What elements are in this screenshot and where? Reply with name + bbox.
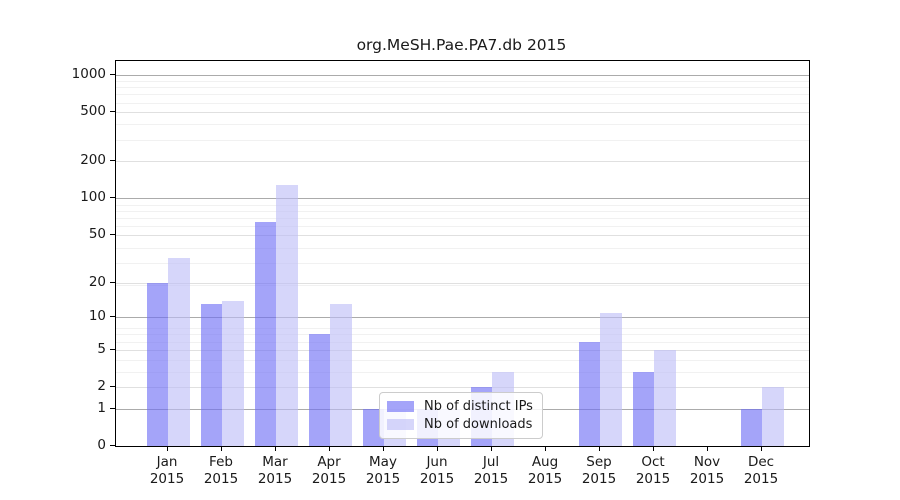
gridline	[116, 210, 809, 212]
bar-distinct-ips	[200, 304, 222, 446]
gridline	[116, 102, 809, 104]
bar-distinct-ips	[254, 221, 276, 446]
x-tick-label: May 2015	[365, 454, 401, 487]
x-tick-mark	[275, 446, 276, 451]
y-tick-label: 100	[80, 189, 106, 206]
x-tick-mark	[599, 446, 600, 451]
x-tick-mark	[437, 446, 438, 451]
y-tick-label: 500	[80, 103, 106, 120]
gridline	[116, 161, 809, 163]
legend-label-distinct-ips: Nb of distinct IPs	[424, 399, 533, 415]
y-tick-mark	[110, 316, 115, 318]
y-tick-label: 5	[97, 340, 106, 357]
legend-item-downloads: Nb of downloads	[387, 416, 533, 434]
legend-swatch-downloads	[387, 418, 414, 430]
gridline	[116, 75, 809, 77]
y-tick-label: 1000	[71, 66, 106, 83]
chart-title: org.MeSH.Pae.PA7.db 2015	[356, 36, 567, 54]
legend-label-downloads: Nb of downloads	[424, 416, 533, 432]
x-tick-label: Feb 2015	[203, 454, 239, 487]
x-tick-mark	[329, 446, 330, 451]
y-tick-mark	[110, 386, 115, 387]
y-tick-label: 50	[88, 225, 106, 242]
y-tick-mark	[110, 74, 115, 76]
bar-distinct-ips	[308, 334, 330, 446]
gridline	[116, 282, 809, 284]
y-tick-mark	[110, 160, 115, 162]
bar-distinct-ips	[578, 341, 600, 446]
gridline	[116, 248, 809, 249]
legend-item-distinct-ips: Nb of distinct IPs	[387, 398, 533, 416]
x-tick-mark	[545, 446, 546, 451]
x-tick-label: Nov 2015	[689, 454, 725, 487]
gridline	[116, 387, 809, 388]
y-tick-label: 200	[80, 152, 106, 169]
bar-distinct-ips	[362, 408, 384, 446]
bar-distinct-ips	[740, 408, 762, 446]
bar-distinct-ips	[146, 282, 168, 446]
gridline	[116, 139, 809, 141]
legend-swatch-distinct-ips	[387, 401, 414, 413]
x-tick-label: Apr 2015	[311, 454, 347, 487]
bar-downloads	[168, 258, 190, 446]
gridline	[116, 198, 809, 200]
y-tick-label: 0	[97, 437, 106, 453]
y-tick-label: 2	[97, 378, 106, 394]
gridline	[116, 80, 809, 82]
gridline	[116, 341, 809, 343]
x-tick-mark	[491, 446, 492, 451]
gridline	[116, 234, 809, 236]
x-tick-mark	[221, 446, 222, 451]
y-tick-mark	[110, 197, 115, 199]
gridline	[116, 317, 809, 319]
gridline	[116, 87, 809, 89]
x-tick-mark	[383, 446, 384, 451]
gridline	[116, 263, 809, 265]
x-tick-label: Aug 2015	[527, 454, 563, 487]
x-tick-mark	[761, 446, 762, 451]
gridline	[116, 94, 809, 96]
gridline	[116, 349, 809, 351]
gridline	[116, 217, 809, 219]
bar-downloads	[330, 304, 352, 446]
y-tick-label: 1	[97, 399, 106, 416]
y-tick-label: 20	[88, 273, 106, 290]
gridline	[116, 226, 809, 228]
bar-downloads	[276, 185, 298, 446]
y-tick-mark	[110, 281, 115, 283]
gridline	[116, 328, 809, 330]
y-tick-mark	[110, 111, 115, 113]
x-tick-label: Jan 2015	[149, 454, 185, 487]
y-tick-mark	[110, 233, 115, 235]
legend: Nb of distinct IPs Nb of downloads	[379, 392, 543, 439]
gridline	[116, 334, 809, 336]
bar-distinct-ips	[632, 371, 654, 446]
gridline	[116, 371, 809, 373]
y-tick-label: 10	[88, 308, 106, 325]
bar-downloads	[600, 312, 622, 446]
bar-downloads	[222, 300, 244, 446]
x-tick-label: Oct 2015	[635, 454, 671, 487]
gridline	[116, 204, 809, 206]
x-tick-label: Dec 2015	[743, 454, 779, 487]
gridline	[116, 285, 809, 287]
y-tick-mark	[110, 348, 115, 350]
x-tick-label: Jul 2015	[473, 454, 509, 487]
bar-downloads	[762, 387, 784, 446]
x-tick-label: Jun 2015	[419, 454, 455, 487]
x-tick-mark	[653, 446, 654, 451]
x-tick-mark	[167, 446, 168, 451]
gridline	[116, 359, 809, 361]
y-tick-mark	[110, 445, 115, 446]
x-tick-label: Sep 2015	[581, 454, 617, 487]
plot-area	[115, 60, 810, 447]
y-tick-mark	[110, 407, 115, 409]
gridline	[116, 112, 809, 114]
gridline	[116, 124, 809, 126]
x-tick-mark	[707, 446, 708, 451]
x-tick-label: Mar 2015	[257, 454, 293, 487]
bar-downloads	[654, 349, 676, 446]
